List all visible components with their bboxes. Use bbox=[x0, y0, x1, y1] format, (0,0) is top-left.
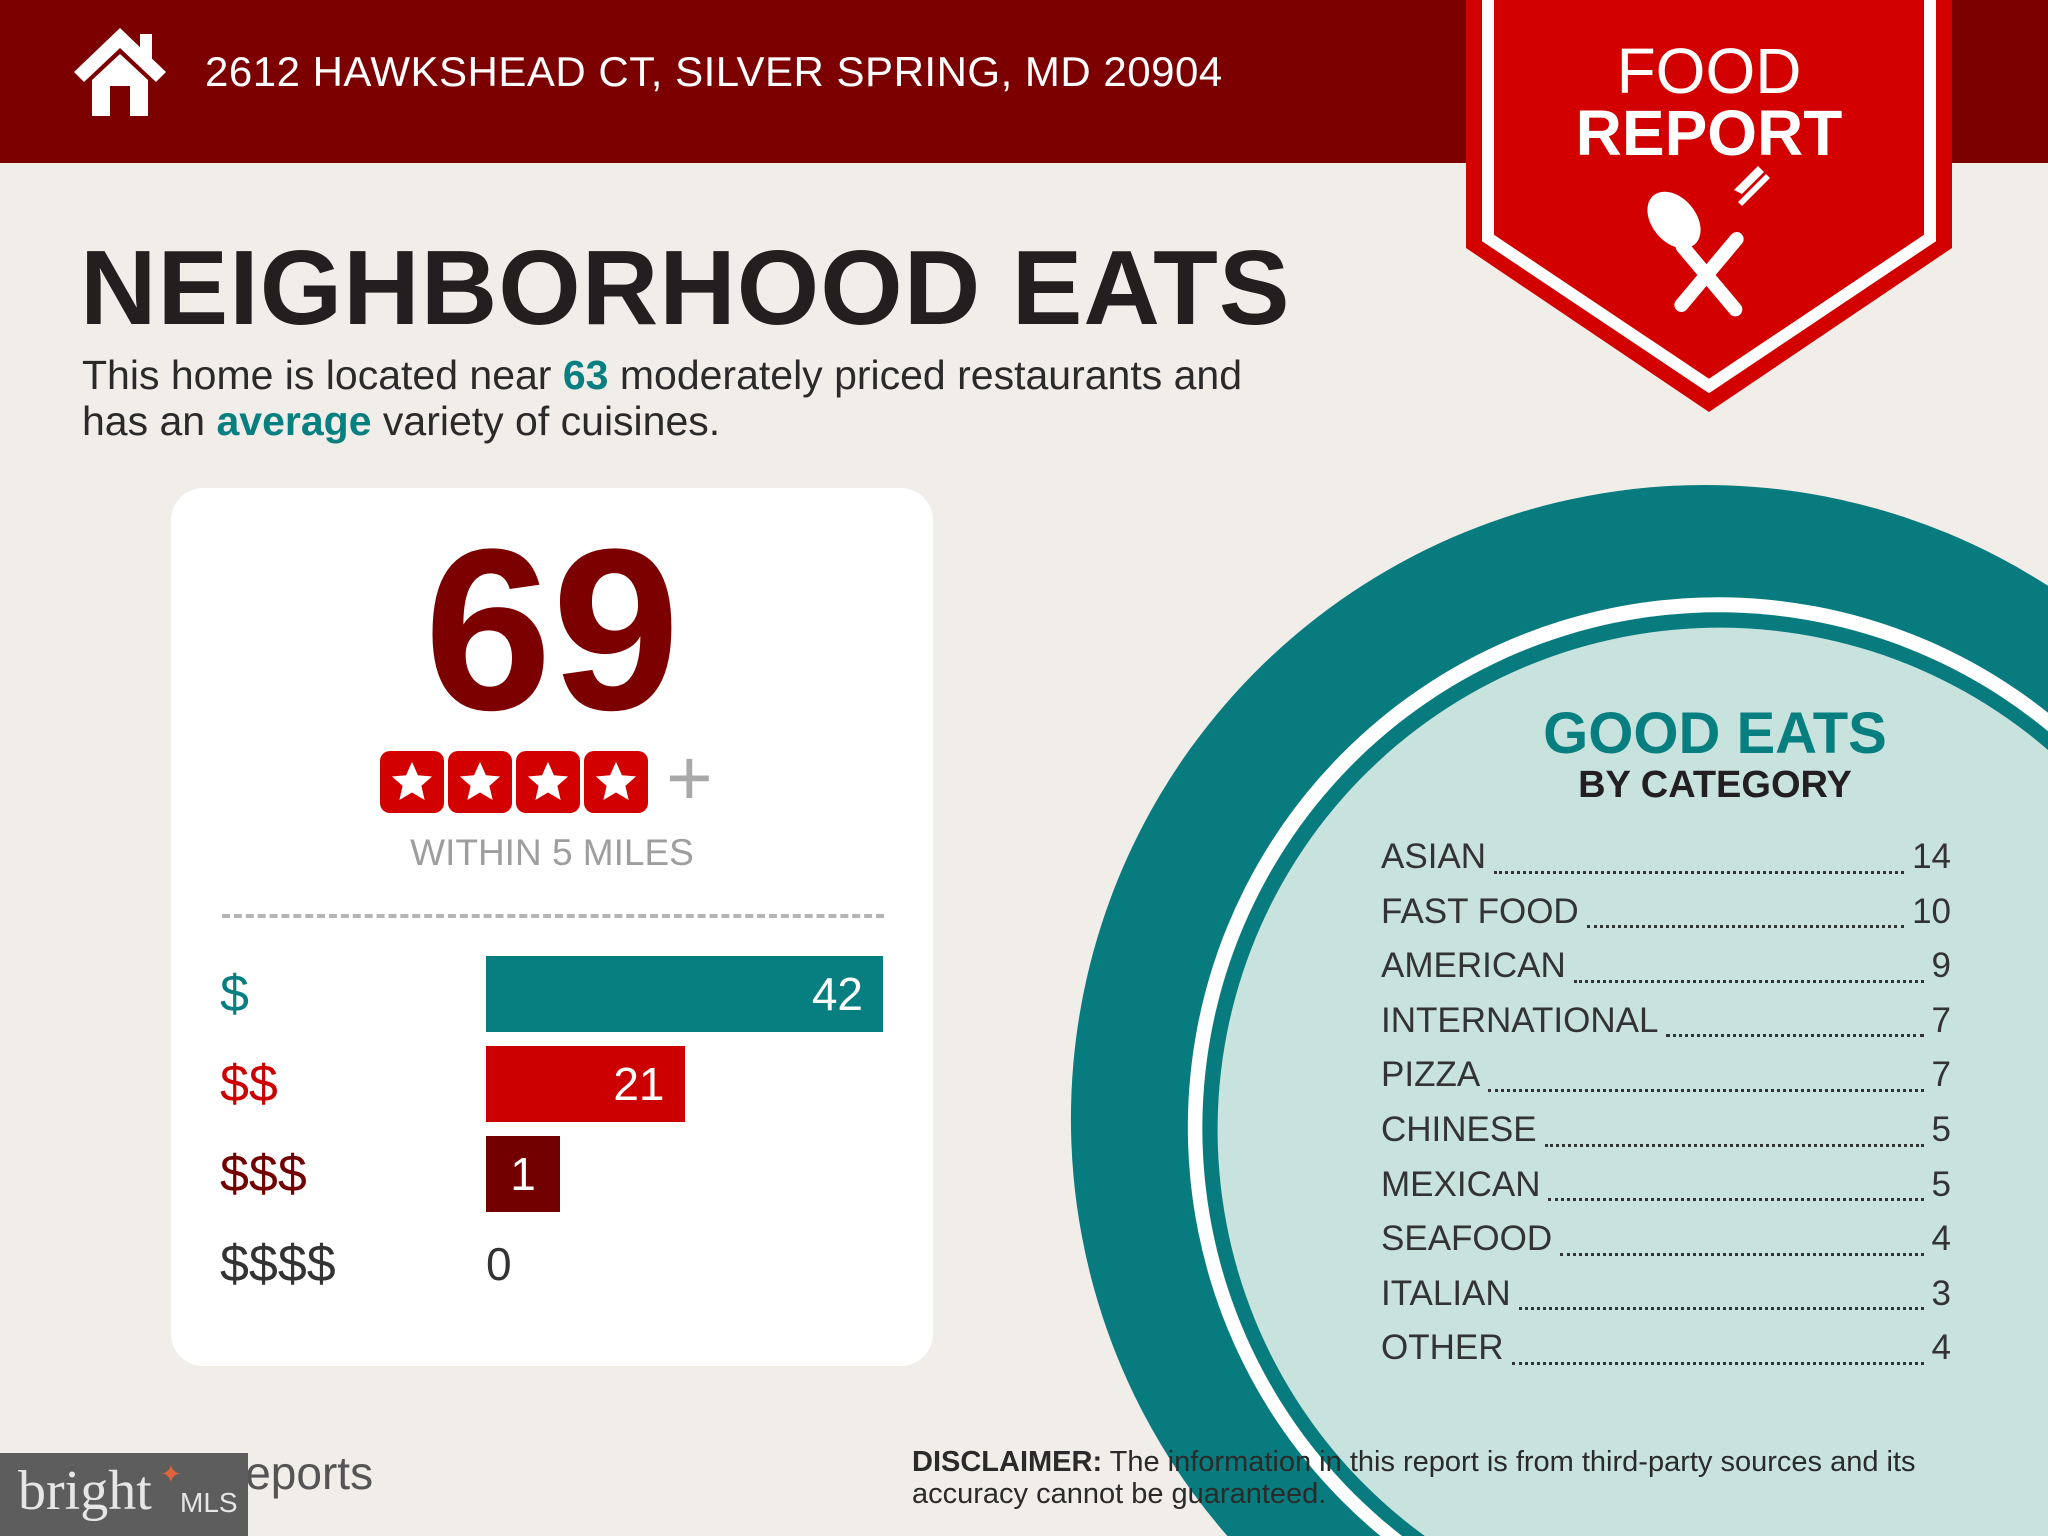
page-title: NEIGHBORHOOD EATS bbox=[80, 229, 1291, 347]
category-count: 5 bbox=[1931, 1164, 1951, 1204]
banner-title: FOOD REPORT bbox=[1466, 35, 1952, 169]
price-level-label: $$ bbox=[220, 1055, 278, 1113]
food-report-banner bbox=[1466, 0, 1952, 412]
category-name: ITALIAN bbox=[1381, 1273, 1511, 1313]
category-name: AMERICAN bbox=[1381, 946, 1566, 986]
banner-line-2: REPORT bbox=[1575, 97, 1843, 169]
bright-mls-logo: bright ✦ MLS bbox=[0, 1453, 248, 1536]
price-level-bar: 1 bbox=[486, 1136, 560, 1212]
category-name: PIZZA bbox=[1381, 1055, 1481, 1095]
category-name: OTHER bbox=[1381, 1328, 1504, 1368]
category-count: 4 bbox=[1931, 1219, 1951, 1259]
price-level-label: $ bbox=[220, 965, 249, 1023]
dot-leader bbox=[1488, 1088, 1924, 1092]
food-score: 69 bbox=[424, 501, 680, 758]
price-level-label: $$$ bbox=[220, 1145, 307, 1203]
dot-leader bbox=[1586, 925, 1905, 929]
category-row: OTHER 4 bbox=[1381, 1328, 1951, 1378]
dot-leader bbox=[1666, 1034, 1924, 1038]
category-count: 10 bbox=[1912, 891, 1951, 931]
categories-title: GOOD EATS bbox=[1543, 701, 1887, 766]
summary-part: moderately priced restaurants and bbox=[608, 352, 1243, 398]
category-row: INTERNATIONAL 7 bbox=[1381, 1001, 1951, 1051]
dot-leader bbox=[1494, 870, 1905, 874]
category-row: FAST FOOD 10 bbox=[1381, 892, 1951, 942]
category-count: 3 bbox=[1931, 1273, 1951, 1313]
category-name: SEAFOOD bbox=[1381, 1219, 1553, 1259]
category-count: 7 bbox=[1931, 1055, 1951, 1095]
category-count: 4 bbox=[1931, 1328, 1951, 1368]
star-icon bbox=[448, 751, 512, 813]
price-level-bar: 42 bbox=[486, 956, 883, 1032]
dot-leader bbox=[1573, 979, 1924, 983]
category-name: INTERNATIONAL bbox=[1381, 1000, 1659, 1040]
dot-leader bbox=[1518, 1307, 1924, 1311]
score-card bbox=[171, 488, 933, 1366]
price-level-value: 0 bbox=[486, 1238, 512, 1290]
star-icon bbox=[380, 751, 444, 813]
price-level-bar: 21 bbox=[486, 1046, 685, 1122]
category-name: FAST FOOD bbox=[1381, 891, 1579, 931]
star-rating bbox=[380, 751, 648, 813]
category-row: AMERICAN 9 bbox=[1381, 946, 1951, 996]
banner-line-1: FOOD bbox=[1616, 35, 1802, 107]
disclaimer-label: DISCLAIMER: bbox=[912, 1446, 1103, 1478]
category-count: 5 bbox=[1931, 1110, 1951, 1149]
category-row: CHINESE 5 bbox=[1381, 1110, 1951, 1160]
summary-part: This home is located near bbox=[82, 352, 563, 398]
dot-leader bbox=[1511, 1361, 1924, 1365]
category-row: ASIAN 14 bbox=[1381, 837, 1951, 887]
star-icon bbox=[516, 751, 580, 813]
plus-sign: + bbox=[666, 733, 713, 822]
star-icon bbox=[584, 751, 648, 813]
category-count: 9 bbox=[1931, 946, 1951, 986]
disclaimer: DISCLAIMER: The information in this repo… bbox=[912, 1446, 2012, 1510]
category-row: SEAFOOD 4 bbox=[1381, 1219, 1951, 1269]
variety-rating: average bbox=[216, 398, 372, 444]
summary-part: has an bbox=[82, 398, 217, 444]
dot-leader bbox=[1544, 1143, 1924, 1147]
category-row: MEXICAN 5 bbox=[1381, 1165, 1951, 1215]
category-row: PIZZA 7 bbox=[1381, 1055, 1951, 1105]
category-name: ASIAN bbox=[1381, 837, 1487, 876]
divider bbox=[222, 914, 884, 918]
property-address: 2612 HAWKSHEAD CT, SILVER SPRING, MD 209… bbox=[205, 48, 1223, 95]
spoon-fork-icon bbox=[1647, 166, 1770, 317]
dot-leader bbox=[1560, 1252, 1924, 1256]
radius-label: WITHIN 5 MILES bbox=[410, 832, 694, 873]
category-name: MEXICAN bbox=[1381, 1164, 1541, 1204]
categories-subtitle: BY CATEGORY bbox=[1578, 764, 1852, 806]
summary-part: variety of cuisines. bbox=[371, 398, 721, 444]
dot-leader bbox=[1548, 1198, 1924, 1202]
category-row: ITALIAN 3 bbox=[1381, 1274, 1951, 1324]
restaurant-count: 63 bbox=[562, 352, 609, 398]
price-level-label: $$$$ bbox=[220, 1235, 336, 1293]
category-count: 7 bbox=[1931, 1000, 1951, 1040]
category-name: CHINESE bbox=[1381, 1110, 1537, 1149]
summary-text: This home is located near 63 moderately … bbox=[82, 352, 1482, 444]
house-icon bbox=[74, 28, 166, 116]
category-count: 14 bbox=[1912, 837, 1951, 876]
disclaimer-text: The information in this report is from t… bbox=[912, 1446, 1916, 1510]
